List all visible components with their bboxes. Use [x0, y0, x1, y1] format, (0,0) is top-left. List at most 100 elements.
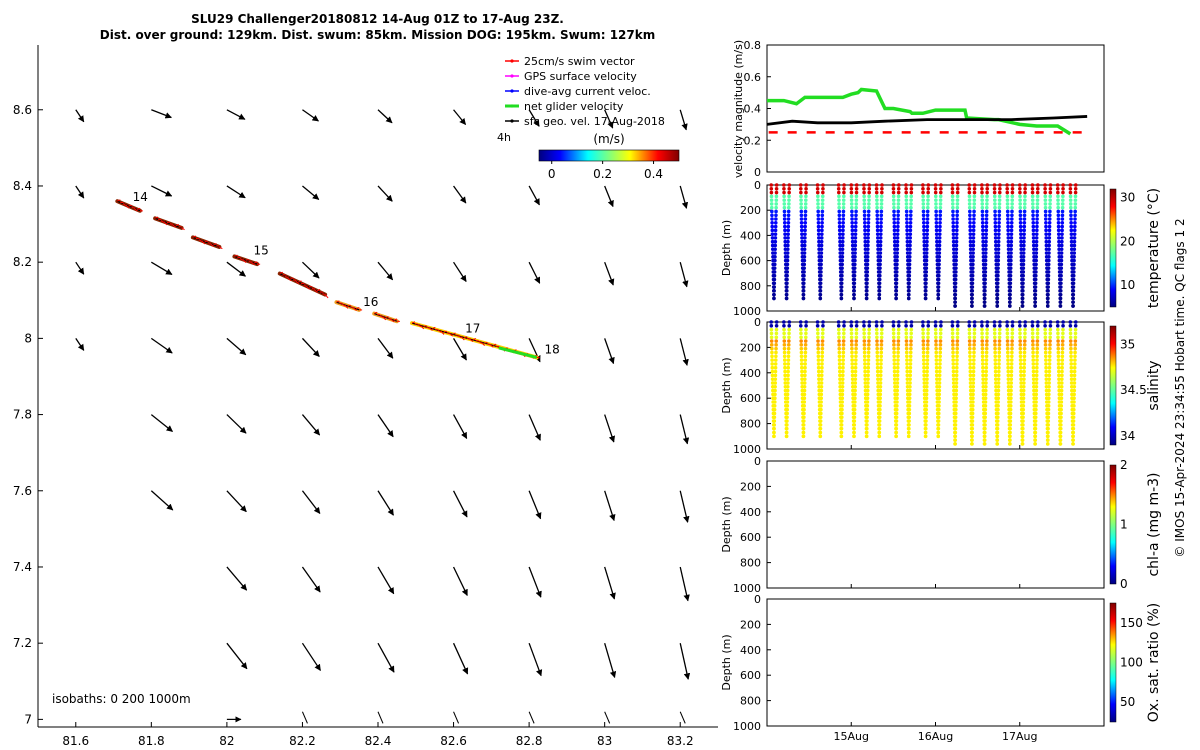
profile-sample: [866, 350, 871, 355]
profile-sample: [1030, 194, 1035, 199]
profile-sample: [879, 224, 883, 229]
profile-sample: [772, 407, 777, 412]
panel-colorbar-tick-label: 10: [1120, 278, 1135, 292]
profile-sample: [996, 270, 1000, 274]
profile-sample: [865, 277, 869, 282]
profile-sample: [880, 320, 884, 324]
profile-sample: [1056, 335, 1060, 340]
profile-sample: [1047, 369, 1052, 374]
profile-sample: [1072, 388, 1077, 393]
profile-sample: [1008, 270, 1013, 274]
profile-sample: [820, 205, 825, 210]
profile-sample: [1058, 434, 1063, 439]
profile-sample: [909, 209, 913, 214]
profile-sample: [972, 183, 977, 187]
profile-sample: [1010, 343, 1014, 347]
profile-sample: [842, 331, 846, 336]
profile-sample: [993, 236, 998, 240]
profile-sample: [896, 327, 901, 332]
profile-sample: [909, 194, 914, 199]
profile-sample: [877, 434, 882, 439]
profile-sample: [995, 304, 1000, 308]
profile-sample: [782, 339, 787, 343]
profile-sample: [1006, 365, 1010, 370]
profile-sample: [1021, 251, 1026, 255]
profile-sample: [1021, 281, 1025, 286]
profile-sample: [996, 258, 1001, 263]
sfc-velocity-arrow: [226, 261, 246, 277]
profile-sample: [820, 213, 825, 218]
sfc-velocity-arrow: [226, 337, 247, 356]
profile-sample: [1034, 236, 1039, 240]
profile-sample: [1057, 243, 1061, 248]
profile-sample: [1036, 183, 1040, 187]
profile-sample: [784, 426, 789, 431]
profile-sample: [907, 258, 912, 263]
profile-sample: [997, 346, 1002, 351]
profile-sample: [1073, 331, 1078, 336]
profile-sample: [1021, 384, 1026, 389]
swim-vector: [295, 280, 300, 284]
profile-sample: [922, 224, 926, 229]
profile-sample: [985, 331, 989, 336]
map-y-tick-label: 7.4: [13, 560, 32, 574]
profile-sample: [1033, 289, 1038, 293]
depth-y-tick-label: 200: [740, 341, 761, 354]
profile-sample: [933, 327, 938, 332]
swim-vector: [251, 261, 255, 266]
profile-sample: [772, 266, 777, 270]
profile-sample: [875, 335, 879, 340]
profile-sample: [878, 407, 882, 412]
profile-sample: [984, 209, 989, 214]
profile-sample: [955, 331, 960, 336]
profile-sample: [905, 217, 909, 221]
profile-sample: [904, 198, 909, 202]
profile-sample: [954, 400, 958, 404]
sfc-velocity-arrow: [150, 414, 173, 432]
profile-sample: [1034, 255, 1039, 259]
profile-sample: [773, 369, 778, 374]
profile-sample: [921, 346, 926, 351]
profile-sample: [924, 277, 928, 282]
swim-vector: [219, 246, 223, 250]
profile-sample: [1022, 213, 1027, 218]
profile-sample: [782, 358, 787, 362]
profile-sample: [894, 273, 899, 278]
sfc-velocity-arrow: [301, 261, 320, 279]
colorbar-tick-label: 0.2: [593, 167, 612, 181]
profile-sample: [934, 369, 939, 374]
profile-sample: [908, 373, 913, 378]
profile-sample: [819, 373, 824, 378]
profile-sample: [1008, 407, 1013, 412]
profile-sample: [907, 285, 911, 289]
profile-sample: [895, 243, 900, 248]
profile-sample: [769, 327, 774, 332]
profile-sample: [1021, 404, 1026, 408]
profile-sample: [818, 292, 823, 297]
profile-sample: [951, 365, 956, 370]
profile-sample: [770, 358, 774, 362]
profile-sample: [1059, 273, 1063, 278]
profile-sample: [896, 194, 901, 199]
profile-sample: [933, 194, 938, 199]
profile-sample: [840, 255, 845, 259]
profile-sample: [1059, 266, 1064, 270]
swim-vector: [175, 223, 179, 227]
chart-title-line2: Dist. over ground: 129km. Dist. swum: 85…: [99, 28, 656, 42]
sfc-velocity-arrow: [528, 185, 540, 206]
sfc-velocity-arrow: [453, 261, 467, 283]
profile-sample: [967, 346, 972, 351]
sfc-velocity-arrow: [301, 337, 320, 357]
profile-sample: [1058, 292, 1063, 297]
profile-sample: [1069, 205, 1073, 210]
profile-sample: [875, 228, 880, 233]
profile-sample: [1005, 194, 1010, 199]
profile-sample: [950, 320, 955, 324]
profile-sample: [970, 411, 975, 416]
sfc-velocity-arrow: [301, 566, 321, 593]
profile-sample: [1058, 300, 1063, 304]
profile-sample: [1035, 186, 1040, 191]
profile-sample: [863, 373, 867, 378]
profile-sample: [820, 331, 825, 336]
profile-sample: [985, 190, 989, 195]
